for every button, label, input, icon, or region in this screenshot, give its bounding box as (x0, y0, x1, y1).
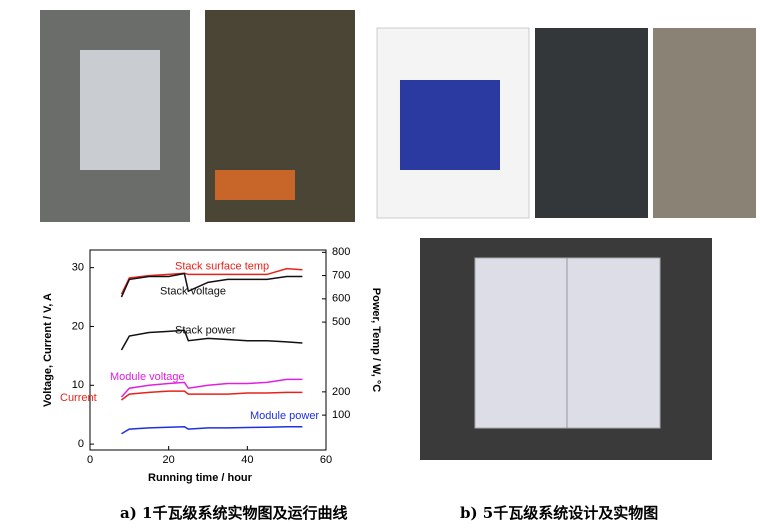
x-axis-label: Running time / hour (148, 472, 253, 484)
x-tick-label: 60 (320, 454, 332, 466)
x-tick-label: 40 (241, 454, 253, 466)
caption: a) 1千瓦级系统实物图及运行曲线 (120, 504, 347, 522)
photo-assembly (653, 28, 756, 218)
caption: b) 5千瓦级系统设计及实物图 (460, 504, 658, 522)
y2-axis-label: Power, Temp / W, °C (370, 288, 382, 392)
series-label: Module voltage (110, 371, 185, 383)
series-label: Stack voltage (160, 285, 226, 297)
y2-tick-label: 500 (332, 316, 350, 328)
y-tick-label: 20 (72, 320, 84, 332)
series-label: Current (60, 392, 97, 404)
figure: 02040600102030100200500600700800Stack su… (0, 0, 760, 523)
photo-led (215, 170, 295, 200)
x-tick-label: 20 (163, 454, 175, 466)
x-tick-label: 0 (87, 454, 93, 466)
series-label: Stack surface temp (175, 260, 269, 272)
render-stack (400, 80, 500, 170)
y2-tick-label: 800 (332, 246, 350, 258)
series-label: Stack power (175, 324, 236, 336)
photo-cabinet (80, 50, 160, 170)
y-tick-label: 30 (72, 262, 84, 274)
y-axis-label: Voltage, Current / V, A (42, 293, 54, 407)
y2-tick-label: 200 (332, 386, 350, 398)
y2-tick-label: 700 (332, 269, 350, 281)
series-label: Module power (250, 410, 319, 422)
y-tick-label: 10 (72, 379, 84, 391)
y2-tick-label: 100 (332, 409, 350, 421)
y-tick-label: 0 (78, 438, 84, 450)
photo-stack (535, 28, 648, 218)
series-line (121, 427, 302, 434)
y2-tick-label: 600 (332, 293, 350, 305)
series-line (121, 391, 302, 400)
